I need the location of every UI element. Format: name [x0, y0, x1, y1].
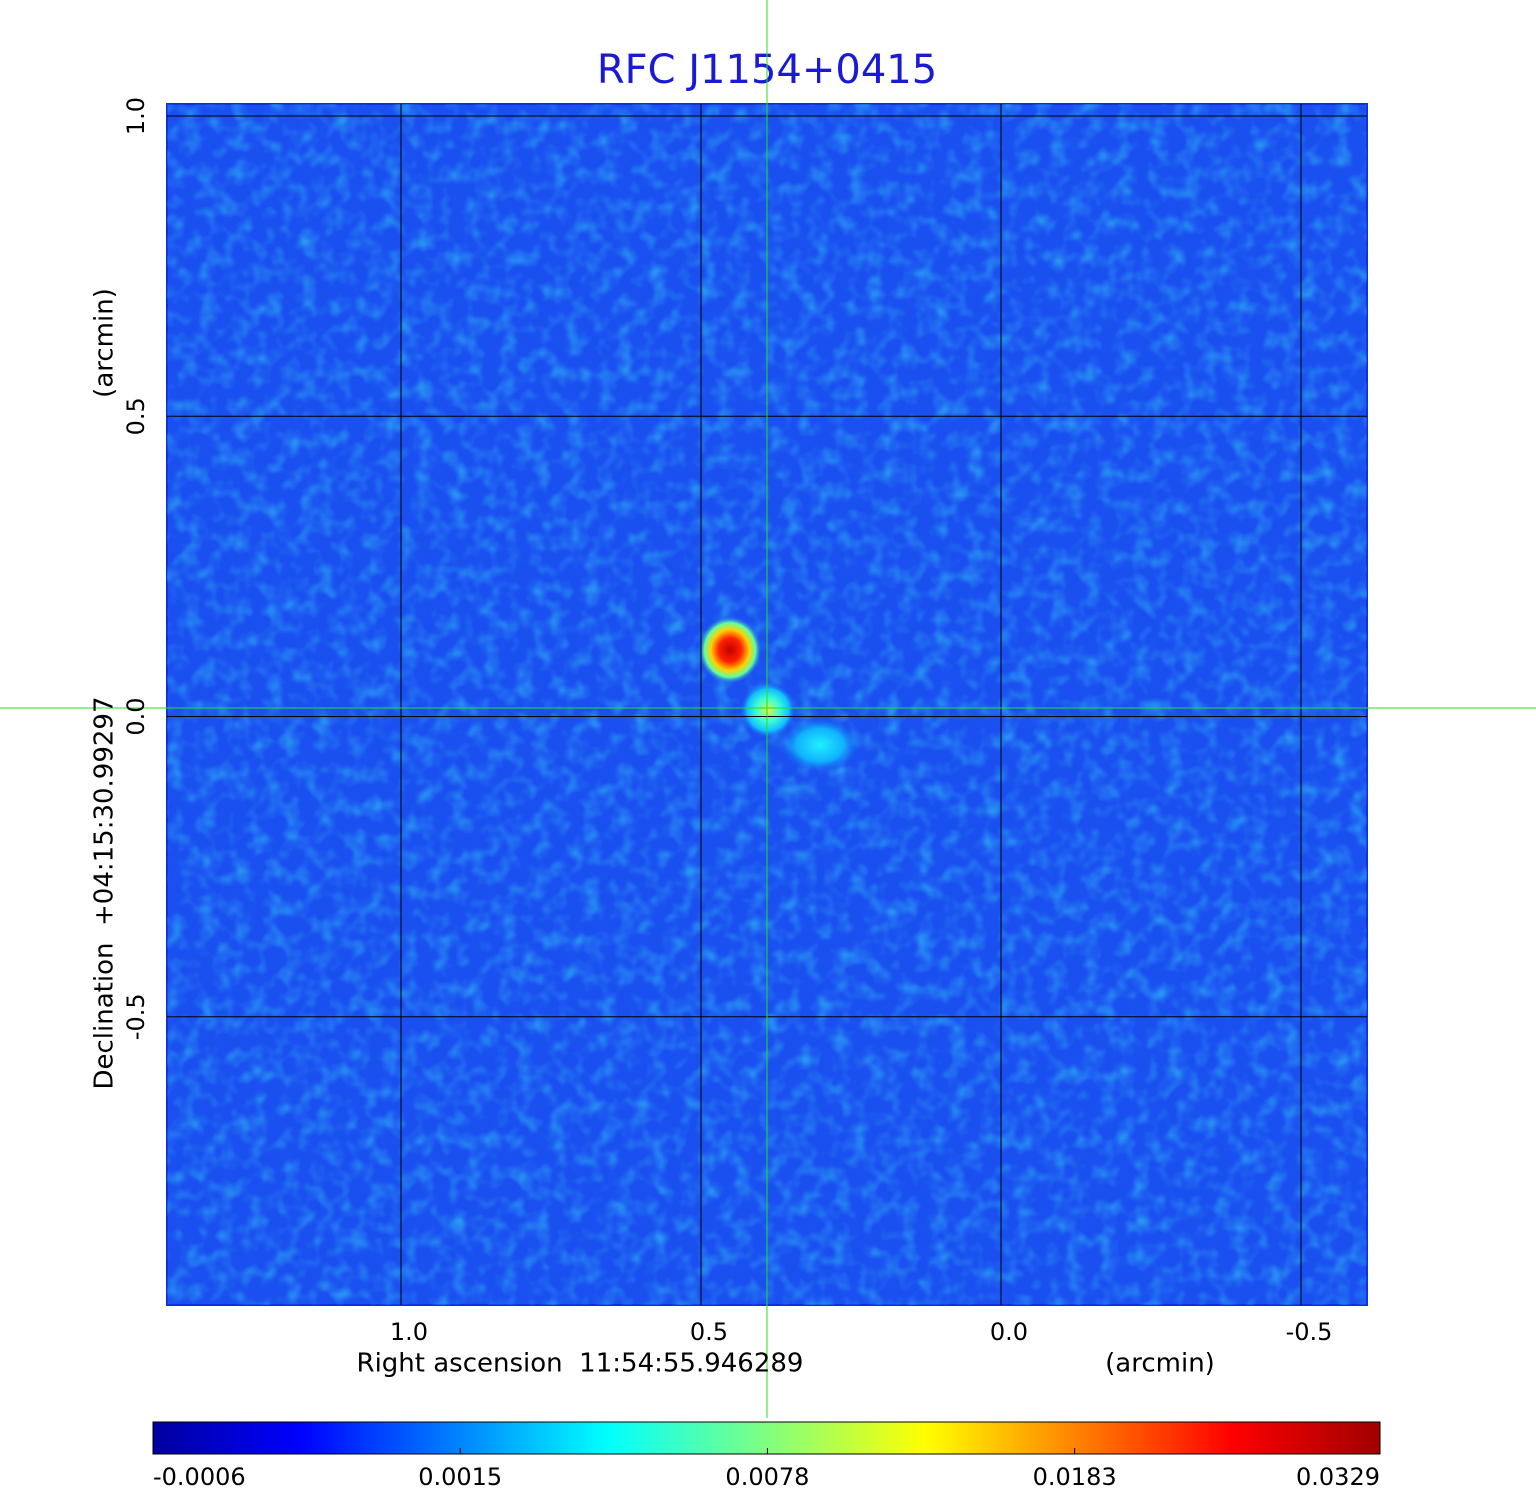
y-tick-label: 0.0 — [122, 697, 150, 735]
axes — [167, 104, 1367, 1305]
y-tick-label: 0.5 — [122, 397, 150, 435]
jet-emission — [780, 717, 860, 773]
colorbar-tick-label: 0.0015 — [418, 1463, 502, 1491]
colorbar — [152, 1421, 1381, 1455]
source-knot — [740, 682, 796, 738]
colorbar-tick-label: 0.0078 — [725, 1463, 809, 1491]
y-tick-label: -0.5 — [122, 993, 150, 1040]
x-tick-label: 0.5 — [690, 1318, 728, 1346]
x-tick-label: 0.0 — [990, 1318, 1028, 1346]
source-core — [698, 616, 762, 684]
x-tick-label: 1.0 — [390, 1318, 428, 1346]
x-axis-label: Right ascension 11:54:55.946289 — [357, 1349, 804, 1379]
y-tick-label: 1.0 — [122, 97, 150, 135]
y-axis-unit: (arcmin) — [90, 288, 120, 398]
x-tick-label: -0.5 — [1286, 1318, 1333, 1346]
x-axis-unit: (arcmin) — [1105, 1349, 1215, 1379]
colorbar-tick-label: 0.0183 — [1033, 1463, 1117, 1491]
colorbar-tick-label: -0.0006 — [153, 1463, 246, 1491]
colorbar-tick-label: 0.0329 — [1296, 1463, 1380, 1491]
y-axis-label: Declination +04:15:30.99297 — [90, 696, 120, 1089]
